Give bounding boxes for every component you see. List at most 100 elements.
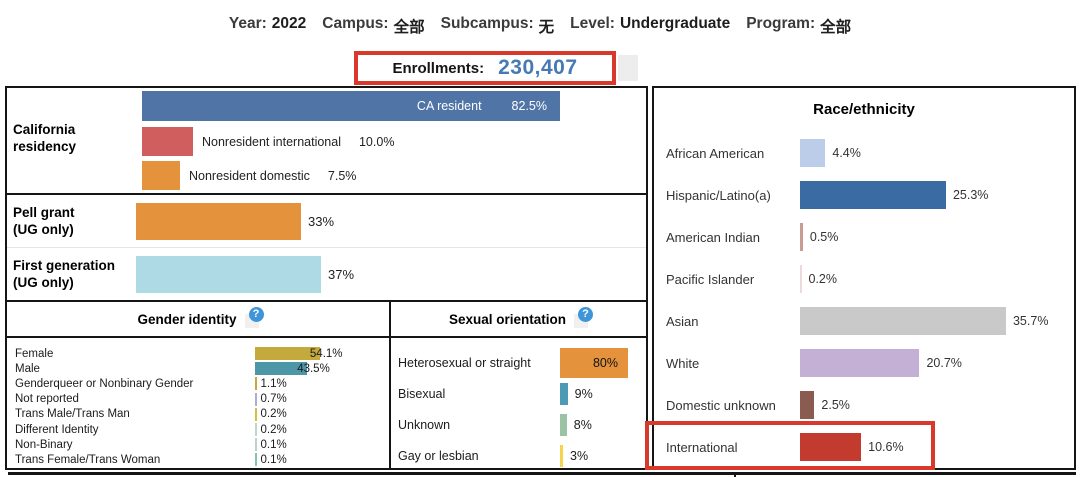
filter-value[interactable]: 全部	[393, 19, 425, 36]
bar-value-label: 3%	[570, 448, 589, 463]
race-row: American Indian 0.5%	[654, 216, 1074, 258]
race-row: Hispanic/Latino(a) 25.3%	[654, 174, 1074, 216]
race-category-label: White	[666, 355, 700, 371]
gender-category-label: Not reported	[15, 393, 79, 406]
bar-value-label: 7.5%	[327, 168, 357, 183]
bar-value-label: 0.1%	[260, 438, 287, 451]
bar-value-label: 1.1%	[260, 377, 287, 390]
filter-label: Level:	[570, 15, 615, 32]
gender-category-label: Trans Male/Trans Man	[15, 408, 130, 421]
help-icon-bg: ?	[574, 306, 594, 328]
help-icon-bg: ?	[244, 306, 264, 328]
bar-value-label: 0.7%	[260, 393, 287, 406]
gender-bar-mark[interactable]	[255, 453, 257, 467]
gender-row: Different Identity 0.2%	[7, 422, 389, 437]
gender-category-label: Non-Binary	[15, 438, 73, 451]
aid-category-line1: Pell grant	[13, 205, 75, 220]
filter-value[interactable]: 2022	[271, 15, 307, 32]
aid-category-label: First generation (UG only)	[7, 257, 136, 291]
race-row: Pacific Islander 0.2%	[654, 258, 1074, 300]
aid-bar-mark[interactable]	[136, 255, 321, 293]
next-panel-top-border	[8, 472, 1076, 475]
gender-row: Male 43.5%	[7, 361, 389, 376]
orientation-bar-mark[interactable]	[560, 382, 568, 405]
aid-category-line2: (UG only)	[13, 222, 74, 237]
race-bar-mark[interactable]	[800, 265, 802, 293]
gender-category-label: Male	[15, 362, 40, 375]
gender-identity-header: Gender identity ?	[7, 302, 391, 336]
bar-value-label: 25.3%	[952, 188, 989, 202]
gender-bar-mark[interactable]	[255, 438, 257, 452]
filter-value[interactable]: 无	[538, 19, 555, 36]
race-bar-mark[interactable]	[800, 307, 1006, 335]
gender-bar-mark[interactable]	[255, 377, 257, 391]
bar-value-label: 4.4%	[832, 146, 861, 160]
california-residency-section: California residency CA resident 82.5% Non…	[7, 88, 646, 195]
gender-row: Trans Male/Trans Man 0.2%	[7, 407, 389, 422]
race-bar-mark[interactable]	[800, 391, 815, 419]
gender-identity-chart: Female 54.1% Male 43.5% Genderqueer or Nonbi…	[7, 338, 391, 468]
bar-value-label: 80%	[592, 355, 618, 370]
race-bar-mark[interactable]	[800, 433, 862, 461]
bar-value-label: 82.5%	[511, 99, 547, 113]
bar-value-label: 35.7%	[1012, 314, 1049, 328]
question-mark-icon[interactable]: ?	[578, 306, 594, 322]
race-row: Asian 35.7%	[654, 300, 1074, 342]
gender-bar-mark[interactable]	[255, 347, 320, 361]
orientation-category-label: Heterosexual or straight	[398, 355, 531, 370]
aid-category-line1: First generation	[13, 258, 116, 273]
aid-category-line2: (UG only)	[13, 275, 74, 290]
race-bar-mark[interactable]	[800, 349, 920, 377]
filter-label: Campus:	[322, 15, 389, 32]
bar-value-label: 37%	[328, 266, 355, 282]
orientation-category-label: Gay or lesbian	[398, 448, 479, 463]
filter-bar: Year: 2022 Campus: 全部 Subcampus: 无 Level: Under…	[0, 15, 1080, 37]
gender-row: Not reported 0.7%	[7, 392, 389, 407]
bar-value-label: 0.5%	[809, 230, 839, 244]
residency-bar-mark[interactable]: CA resident 82.5%	[142, 91, 560, 121]
gender-row: Female 54.1%	[7, 346, 389, 361]
aid-category-label: Pell grant (UG only)	[7, 204, 136, 238]
gender-category-label: Different Identity	[15, 423, 99, 436]
race-category-label: Domestic unknown	[666, 397, 776, 413]
enrollments-label: Enrollments:	[392, 59, 485, 77]
race-row: African American 4.4%	[654, 132, 1074, 174]
race-bar-mark[interactable]	[800, 223, 803, 251]
bar-category-label: CA resident	[416, 99, 482, 113]
sub-section-headers: Gender identity ? Sexual orientation ?	[7, 302, 646, 338]
gender-bar-mark[interactable]	[255, 392, 257, 406]
filter-label: Subcampus:	[440, 15, 534, 32]
aid-chart: Pell grant (UG only) 33% First generation (U…	[7, 195, 646, 300]
race-ethnicity-title: Race/ethnicity	[813, 101, 915, 118]
gender-category-label: Trans Female/Trans Woman	[15, 453, 161, 466]
gender-bar-mark[interactable]	[255, 407, 257, 421]
orientation-row: Gay or lesbian 3%	[391, 440, 646, 468]
race-bar-mark[interactable]	[800, 181, 946, 209]
race-category-label: Pacific Islander	[666, 271, 755, 287]
aid-bar-mark[interactable]	[136, 202, 301, 240]
bar-value-label: 9%	[574, 386, 593, 401]
race-ethnicity-panel: Race/ethnicity African American 4.4% Hispa…	[652, 86, 1076, 470]
orientation-bar-mark[interactable]	[560, 413, 567, 436]
orientation-bar-mark[interactable]	[560, 444, 563, 467]
filter-value[interactable]: 全部	[820, 19, 852, 36]
gender-category-label: Female	[15, 347, 54, 360]
race-ethnicity-chart: African American 4.4% Hispanic/Latino(a) 25…	[654, 132, 1074, 468]
bar-value-label: 43.5%	[297, 362, 330, 375]
filter-label: Year:	[228, 15, 267, 32]
filter-value[interactable]: Undergraduate	[619, 15, 731, 32]
sexual-orientation-header: Sexual orientation ?	[391, 302, 646, 336]
sexual-orientation-title: Sexual orientation	[448, 311, 567, 327]
race-category-label: Asian	[666, 313, 699, 329]
residency-bar-mark[interactable]	[142, 127, 193, 156]
question-mark-icon[interactable]: ?	[248, 306, 264, 322]
bar-value-label: 54.1%	[309, 347, 343, 360]
gender-bar-mark[interactable]	[255, 362, 308, 376]
sexual-orientation-chart: Heterosexual or straight 80% Bisexual 9% Unk…	[391, 338, 646, 468]
orientation-bar-mark[interactable]: 80%	[560, 347, 628, 378]
race-bar-mark[interactable]	[800, 139, 826, 167]
gender-bar-mark[interactable]	[255, 423, 257, 437]
race-category-label: Hispanic/Latino(a)	[666, 187, 771, 203]
residency-bar-mark[interactable]	[142, 161, 180, 190]
